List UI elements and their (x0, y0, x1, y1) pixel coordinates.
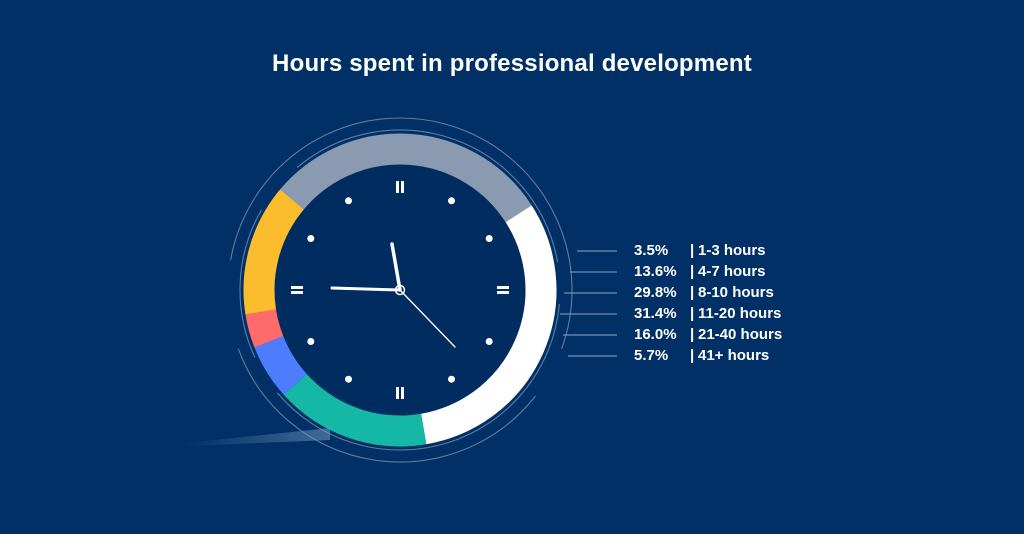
legend-value: 16.0% (634, 326, 677, 343)
decorative-ring-arc (230, 117, 573, 350)
decorative-ring-arc (296, 129, 559, 263)
legend-item: 5.7% | 41+ hours (634, 347, 769, 365)
donut-segment-11-20-hours (420, 205, 557, 445)
legend-separator: | (690, 242, 695, 259)
legend-label: 11-20 hours (698, 305, 782, 322)
legend-separator: | (690, 284, 695, 301)
clock-shadow (185, 428, 330, 446)
hour-hand (330, 286, 402, 292)
donut-ring (243, 133, 557, 447)
donut-segment-1-3-hours (245, 309, 284, 348)
legend-separator: | (690, 263, 695, 280)
second-hand (399, 289, 456, 348)
decorative-ring-arc (237, 348, 536, 463)
clock-hands (330, 242, 456, 348)
legend-separator: | (690, 326, 695, 343)
clock-hour-markers (291, 181, 509, 399)
legend-label: 8-10 hours (698, 284, 774, 301)
legend-item: 16.0% | 21-40 hours (634, 326, 782, 344)
hour-marker-major (291, 286, 303, 289)
donut-segment-21-40-hours (283, 373, 427, 447)
legend-separator: | (690, 347, 695, 364)
hour-marker-dot (307, 235, 315, 242)
hour-marker-dot (307, 338, 315, 345)
legend-value: 31.4% (634, 305, 677, 322)
hour-marker-major (497, 291, 509, 294)
legend-value: 3.5% (634, 242, 669, 259)
legend-label: 1-3 hours (698, 242, 766, 259)
hour-marker-dot (485, 235, 493, 242)
legend-label: 41+ hours (698, 347, 770, 364)
donut-segment-41-hours (254, 335, 308, 395)
donut-segment-8-10-hours (280, 133, 532, 223)
legend-value: 29.8% (634, 284, 677, 301)
hour-marker-major (396, 181, 399, 193)
legend-connector-lines (560, 250, 617, 357)
legend-label: 4-7 hours (698, 263, 766, 280)
hour-marker-dot (345, 375, 352, 383)
clock-center-pin (394, 284, 406, 296)
hour-marker-major (291, 291, 303, 294)
hour-marker-major (396, 387, 399, 399)
donut-segment-4-7-hours (243, 189, 305, 315)
hour-marker-dot (345, 197, 352, 205)
hour-marker-dot (448, 375, 455, 383)
hour-marker-dot (448, 197, 455, 205)
legend-item: 3.5% | 1-3 hours (634, 242, 766, 260)
legend-value: 5.7% (634, 347, 669, 364)
legend-item: 13.6% | 4-7 hours (634, 263, 766, 281)
decorative-ring-arc (277, 303, 560, 451)
chart-title: Hours spent in professional development (272, 50, 752, 77)
hour-marker-major (497, 286, 509, 289)
minute-hand (390, 242, 402, 292)
hour-marker-dot (485, 338, 493, 345)
hour-marker-major (401, 181, 404, 193)
legend-item: 29.8% | 8-10 hours (634, 284, 774, 302)
decorative-ring-arc (239, 209, 262, 358)
legend-label: 21-40 hours (698, 326, 783, 343)
legend-separator: | (690, 305, 695, 322)
legend-item: 31.4% | 11-20 hours (634, 305, 781, 323)
legend-value: 13.6% (634, 263, 677, 280)
hour-marker-major (401, 387, 404, 399)
